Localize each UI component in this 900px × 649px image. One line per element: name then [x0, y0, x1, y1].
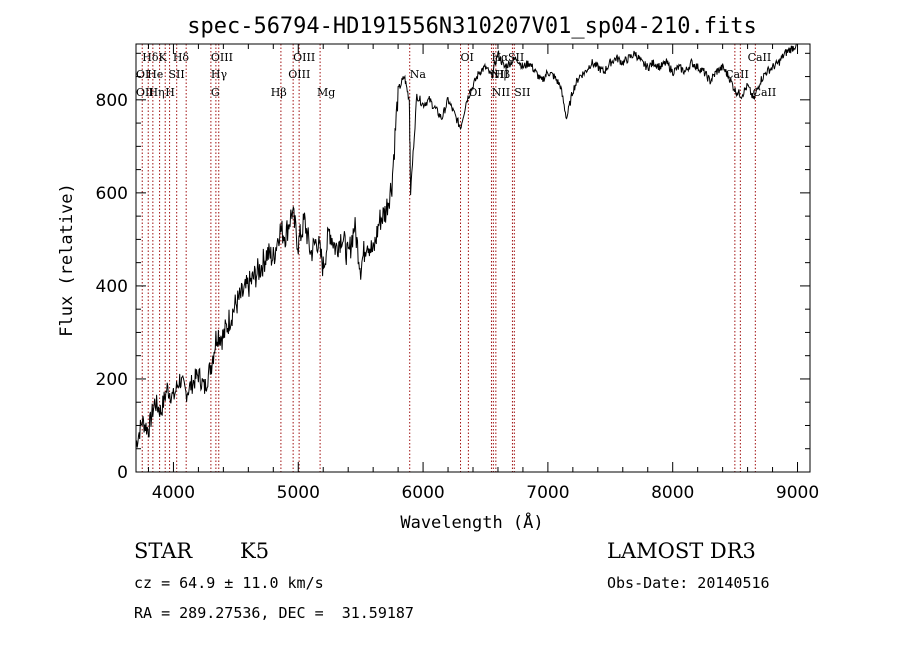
x-tick-label: 7000	[526, 483, 569, 503]
spectral-line-label: Hβ	[271, 86, 287, 99]
object-class: STAR	[134, 539, 193, 563]
spectral-line-label: NII	[490, 68, 508, 81]
y-tick-label: 200	[96, 370, 128, 390]
spectral-line-label: Mg	[317, 86, 335, 99]
y-axis-label: Flux (relative)	[57, 183, 77, 337]
x-tick-label: 9000	[776, 483, 819, 503]
x-tick-label: 8000	[651, 483, 694, 503]
x-axis-label: Wavelength (Å)	[400, 511, 543, 533]
spectrum-chart: spec-56794-HD191556N310207V01_sp04-210.f…	[57, 14, 819, 533]
spectral-line-label: H	[165, 86, 175, 99]
object-subclass: K5	[240, 539, 270, 563]
spectral-line-label: OI	[136, 68, 149, 81]
spectral-line-label: Hγ	[211, 68, 228, 81]
y-tick-label: 800	[96, 91, 128, 111]
spectral-line-label: Hβ	[494, 68, 510, 81]
spectral-line-label: OIII	[211, 51, 233, 64]
survey-name: LAMOST DR3	[607, 539, 756, 563]
x-tick-label: 5000	[277, 483, 320, 503]
spectrum-series-line	[135, 43, 798, 448]
y-tick-label: 400	[96, 277, 128, 297]
spectral-line-label: Hδ	[173, 51, 190, 64]
spectral-line-label: Hη	[148, 86, 164, 99]
spectral-line-label: OIII	[288, 68, 310, 81]
spectral-line-label: He	[147, 68, 163, 81]
observation-date: Obs-Date: 20140516	[607, 574, 770, 592]
spectral-line-label: Hδ	[142, 51, 159, 64]
sky-coordinates: RA = 289.27536, DEC = 31.59187	[134, 604, 414, 622]
y-tick-label: 0	[117, 463, 128, 483]
spectral-line-markers	[141, 44, 756, 472]
y-tick-label: 600	[96, 184, 128, 204]
spectral-line-label: OII	[136, 86, 154, 99]
spectral-line-label: OIII	[293, 51, 315, 64]
y-axis-ticks: 0 200 400 600 800	[96, 52, 810, 483]
spectral-line-label: G	[211, 86, 220, 99]
spectral-line-label: SII	[514, 86, 530, 99]
x-tick-label: 4000	[152, 483, 195, 503]
redshift-velocity: cz = 64.9 ± 11.0 km/s	[134, 574, 324, 592]
x-tick-label: 6000	[401, 483, 444, 503]
spectral-line-label: K	[158, 51, 167, 64]
spectral-line-label: SII	[168, 68, 184, 81]
spectral-line-label: CaII	[725, 68, 749, 81]
spectral-line-label: OI	[461, 51, 474, 64]
spectral-line-label: CaII	[753, 86, 777, 99]
spectral-line-label: CaII	[748, 51, 772, 64]
spectral-line-label: Na	[410, 68, 427, 81]
spectral-line-label: NII	[492, 86, 510, 99]
x-axis-ticks: 4000 5000 6000 7000 8000 9000	[147, 44, 819, 503]
chart-title: spec-56794-HD191556N310207V01_sp04-210.f…	[187, 14, 757, 39]
plot-frame	[135, 43, 811, 473]
